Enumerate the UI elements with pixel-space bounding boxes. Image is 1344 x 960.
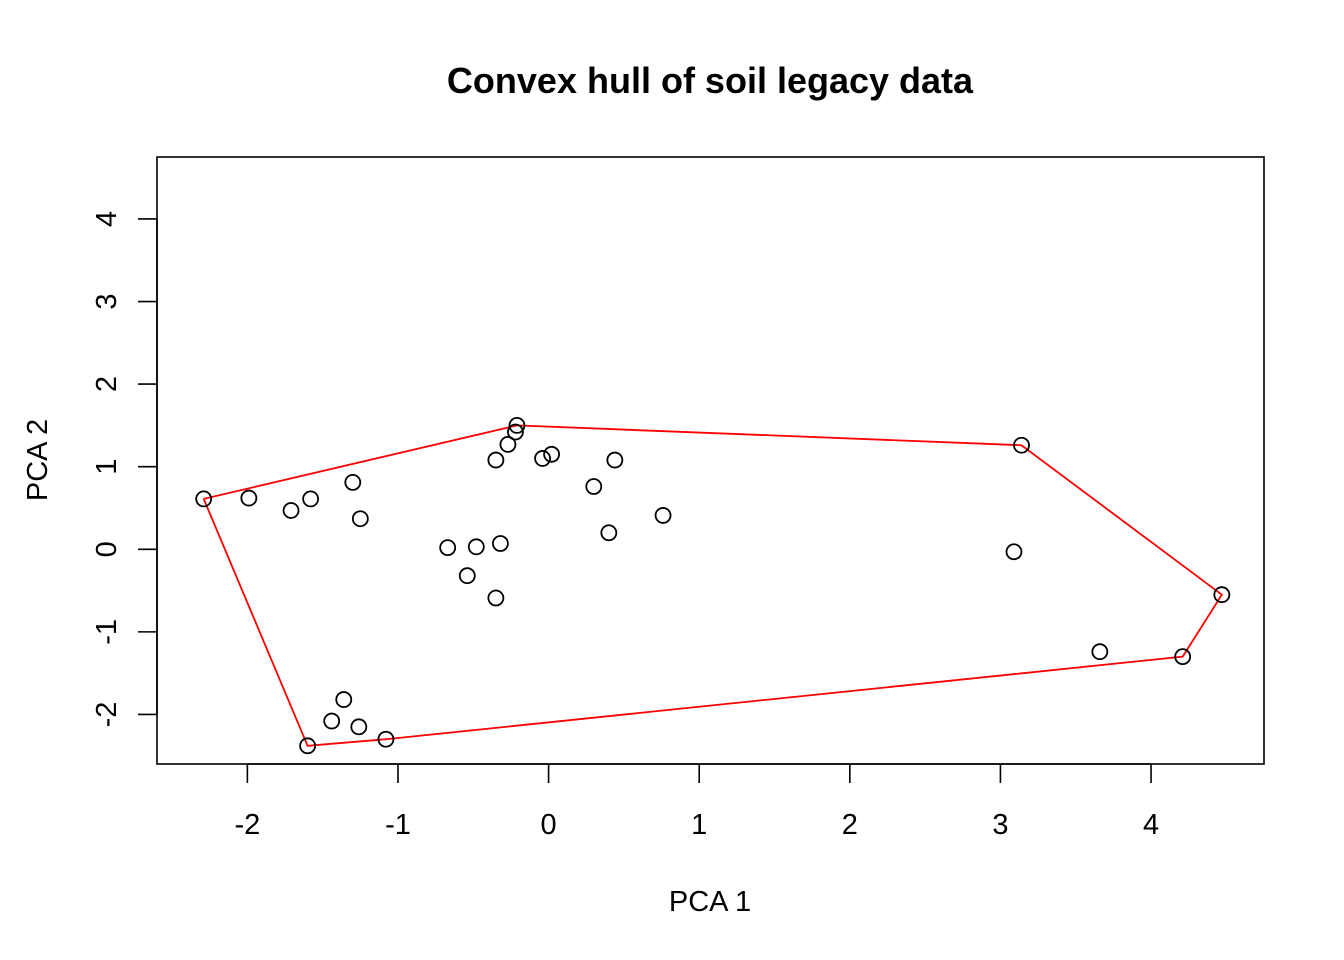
data-point	[323, 712, 341, 730]
data-point	[491, 535, 509, 552]
y-tick-label: -1	[91, 619, 123, 645]
x-tick-label: -1	[385, 809, 411, 841]
data-point	[467, 538, 485, 556]
x-tick-label: 3	[992, 809, 1008, 841]
y-tick-label: 1	[91, 459, 123, 475]
data-point	[508, 417, 526, 434]
data-point	[439, 539, 457, 557]
y-tick-label: 0	[91, 541, 123, 557]
data-point	[350, 718, 368, 736]
convex-hull-line	[202, 424, 1224, 747]
data-point	[585, 478, 603, 495]
data-point	[335, 691, 353, 708]
x-tick-label: 4	[1143, 809, 1159, 841]
data-point	[377, 730, 395, 748]
data-point	[1013, 436, 1030, 454]
data-point	[534, 450, 551, 467]
x-axis: -2 -1 0 1 2 3 4	[234, 763, 1159, 841]
data-point	[499, 435, 517, 453]
y-tick-label: 4	[91, 211, 123, 227]
data-point	[606, 451, 624, 469]
data-point	[344, 473, 362, 491]
data-point	[1174, 648, 1192, 666]
y-tick-label: 2	[91, 376, 123, 392]
data-point	[1213, 586, 1231, 604]
data-point	[351, 510, 369, 528]
x-axis-label: PCA 1	[669, 886, 751, 918]
data-point	[600, 524, 618, 542]
data-point	[1005, 543, 1023, 561]
y-tick-label: -2	[91, 702, 123, 728]
data-point	[302, 490, 320, 508]
data-point	[654, 507, 672, 524]
plot-frame	[156, 156, 1265, 765]
x-tick-label: 0	[541, 809, 557, 841]
x-tick-label: 1	[691, 809, 707, 841]
data-point	[299, 737, 317, 755]
data-point	[543, 445, 561, 463]
x-tick-label: -2	[234, 809, 260, 841]
x-tick-label: 2	[842, 809, 858, 841]
data-point	[458, 567, 476, 585]
data-point	[487, 589, 505, 607]
data-point	[282, 502, 300, 519]
data-point	[195, 490, 213, 508]
y-axis: -2 -1 0 1 2 3 4	[91, 211, 158, 728]
data-point	[240, 489, 258, 507]
y-axis-label: PCA 2	[22, 419, 54, 501]
data-point	[507, 423, 524, 441]
data-point	[1091, 643, 1109, 661]
y-tick-label: 3	[91, 293, 123, 309]
data-points	[195, 417, 1231, 755]
chart-title: Convex hull of soil legacy data	[447, 60, 974, 101]
data-point	[487, 451, 505, 469]
